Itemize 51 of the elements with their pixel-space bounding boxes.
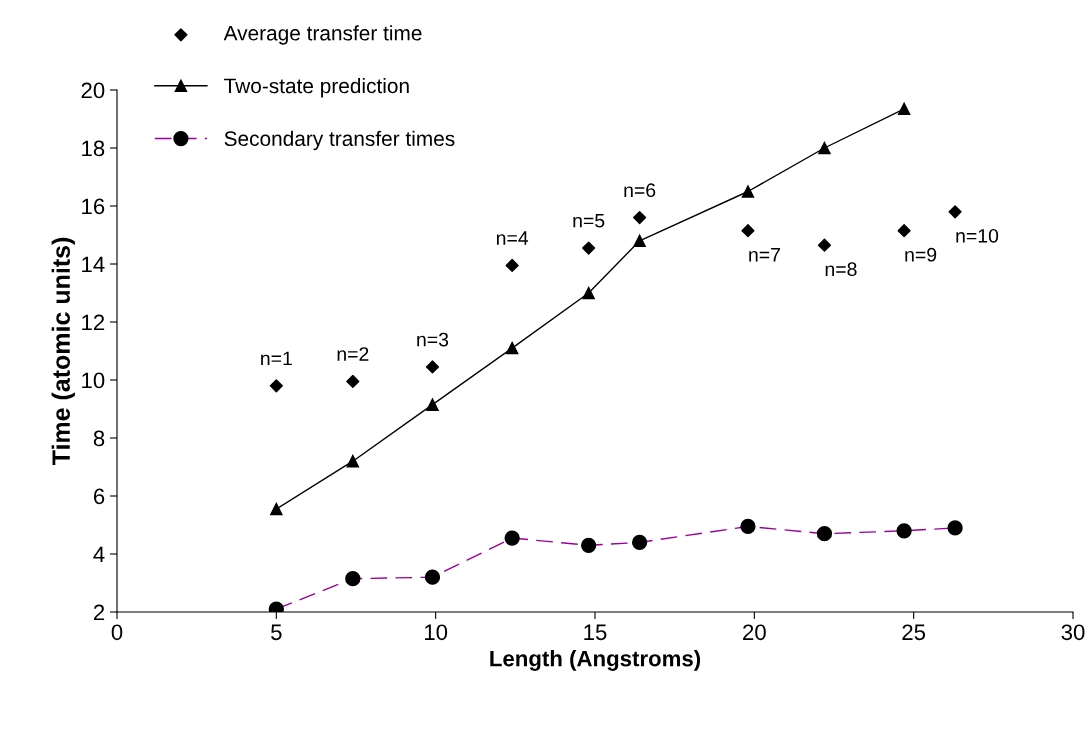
legend-label: Average transfer time — [223, 25, 422, 45]
x-axis-title: Length (Angstroms) — [490, 650, 701, 671]
point — [741, 224, 755, 238]
point — [818, 141, 831, 155]
x-tick-label: 5 — [271, 624, 282, 641]
y-tick-label: 6 — [93, 488, 105, 505]
annotation: n=2 — [337, 347, 369, 361]
annotation: n=10 — [956, 228, 999, 243]
y-tick-label: 16 — [82, 198, 105, 215]
point — [897, 102, 911, 116]
point — [897, 224, 911, 238]
point — [582, 286, 595, 300]
x-tick-label: 30 — [1061, 624, 1085, 641]
annotation: n=9 — [905, 247, 937, 262]
x-tick-label: 20 — [743, 624, 766, 641]
annotation: n=4 — [496, 231, 529, 245]
y-tick-label: 18 — [82, 140, 105, 157]
y-tick-label: 10 — [82, 372, 105, 389]
y-tick-label: 14 — [82, 256, 105, 273]
point — [741, 185, 755, 198]
y-axis-title: Time (atomic units) — [51, 237, 75, 466]
legend-label: Secondary transfer times — [224, 130, 455, 151]
annotation: n=7 — [749, 248, 780, 262]
legend-label: Two-state prediction — [224, 77, 409, 98]
annotation: n=5 — [573, 213, 605, 228]
point — [582, 241, 596, 255]
point — [269, 379, 283, 393]
y-tick-label: 4 — [93, 546, 105, 563]
point — [425, 360, 440, 374]
point — [817, 238, 832, 252]
annotation: n=3 — [417, 332, 449, 347]
point — [346, 454, 360, 468]
annotation: n=6 — [624, 183, 656, 198]
point — [426, 398, 439, 411]
point — [633, 234, 646, 248]
annotation: n=8 — [825, 262, 857, 277]
x-tick-label: 25 — [902, 624, 926, 641]
y-tick-label: 12 — [82, 314, 105, 331]
point — [948, 205, 962, 219]
point — [505, 258, 519, 273]
y-tick-label: 20 — [81, 82, 105, 99]
x-tick-label: 0 — [111, 624, 123, 641]
point — [270, 502, 283, 516]
y-tick-label: 2 — [93, 604, 105, 621]
point — [633, 211, 647, 225]
x-tick-label: 10 — [425, 624, 448, 641]
y-tick-label: 8 — [93, 430, 105, 447]
point — [346, 374, 360, 389]
annotation: n=1 — [261, 351, 292, 366]
x-tick-label: 15 — [584, 624, 607, 641]
point — [505, 341, 519, 355]
